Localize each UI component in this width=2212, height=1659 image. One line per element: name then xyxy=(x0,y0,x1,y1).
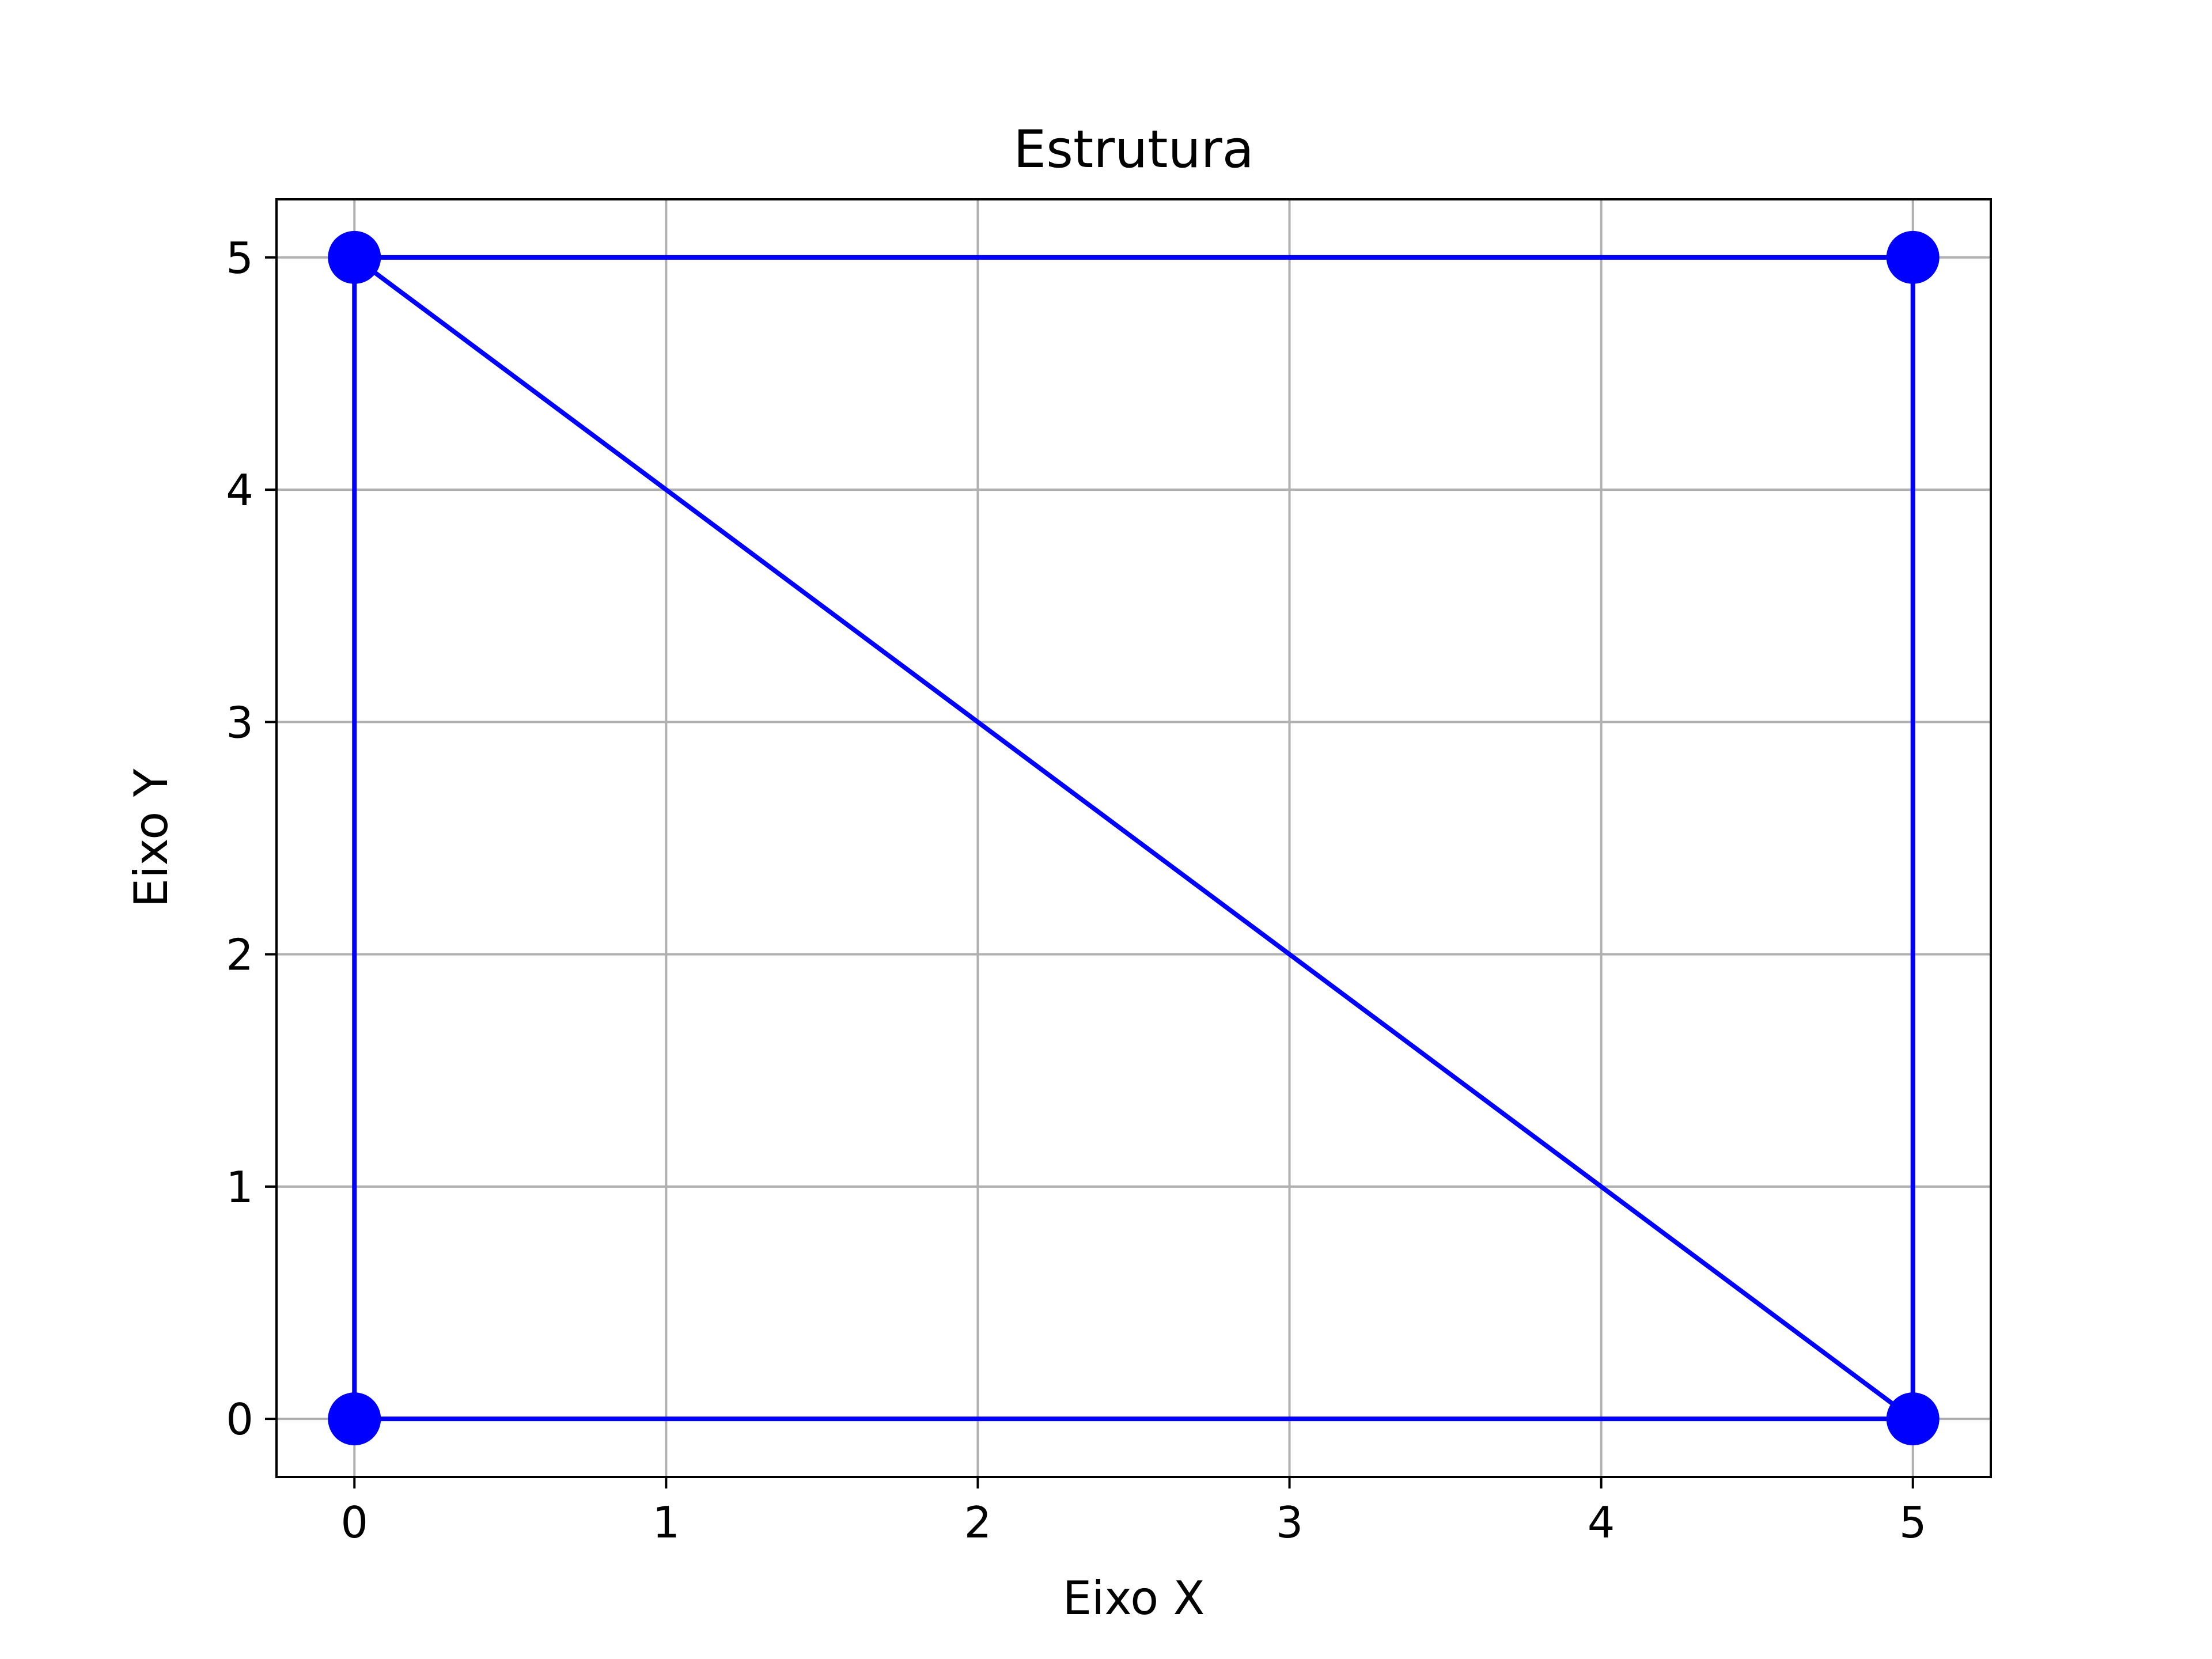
x-tick-label: 5 xyxy=(1899,1497,1927,1548)
structure-members xyxy=(352,255,1915,1422)
x-tick-label: 4 xyxy=(1588,1497,1615,1548)
chart-title: Estrutura xyxy=(1013,119,1254,180)
y-tick-label: 1 xyxy=(226,1162,253,1213)
plot-area-frame xyxy=(275,198,1992,1478)
axis-ticks: 0 1 2 3 4 5 0 1 2 3 4 5 xyxy=(226,233,1926,1548)
structure-nodes xyxy=(328,230,1940,1446)
y-tick-label: 2 xyxy=(226,930,253,980)
y-axis-label: Eixo Y xyxy=(124,768,178,907)
x-tick-label: 2 xyxy=(964,1497,992,1548)
y-tick-label: 4 xyxy=(226,465,253,516)
x-tick-label: 0 xyxy=(340,1497,368,1548)
y-tick-label: 0 xyxy=(226,1394,253,1445)
grid xyxy=(276,199,1991,1477)
y-tick-label: 3 xyxy=(226,697,253,748)
structure-node-marker xyxy=(1886,230,1940,284)
y-tick-label: 5 xyxy=(226,233,253,283)
structure-node-marker xyxy=(328,1392,381,1446)
x-axis-label: Eixo X xyxy=(1063,1571,1205,1625)
x-tick-label: 3 xyxy=(1276,1497,1304,1548)
x-tick-label: 1 xyxy=(653,1497,680,1548)
structure-node-marker xyxy=(328,230,381,284)
structure-node-marker xyxy=(1886,1392,1940,1446)
structure-member-line xyxy=(352,255,1915,1422)
